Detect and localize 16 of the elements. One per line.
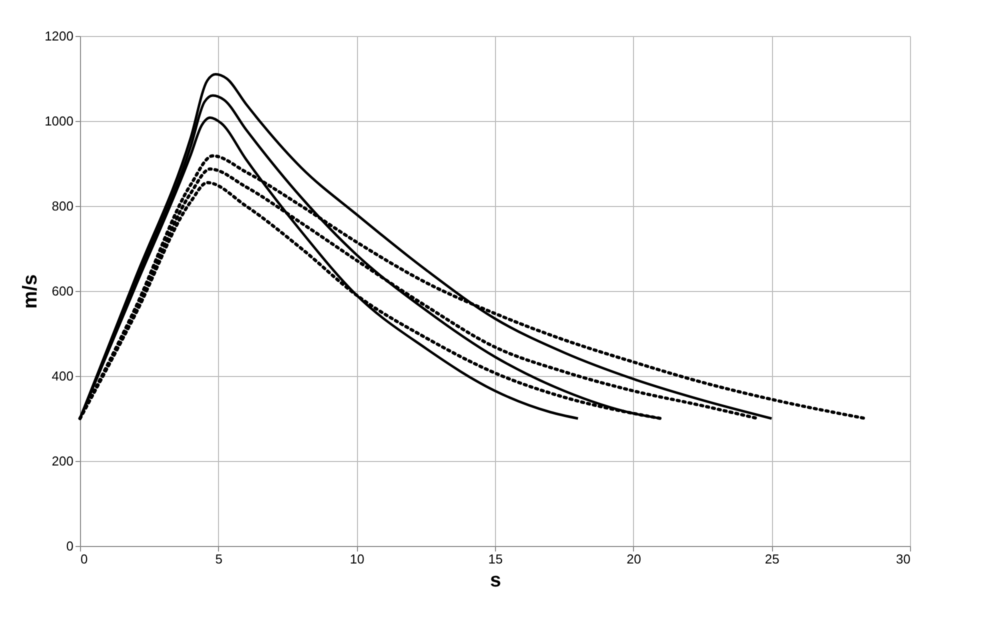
y-tick-label: 1000	[44, 114, 74, 128]
x-tick-label: 20	[626, 552, 642, 566]
y-tick-label: 600	[52, 284, 74, 298]
y-axis-title: m/s	[20, 274, 42, 309]
x-tick-label: 25	[764, 552, 780, 566]
x-tick-label: 10	[350, 552, 364, 566]
x-tick-label: 5	[215, 552, 222, 566]
y-tick-label: 0	[66, 538, 74, 554]
y-tick-label: 1200	[44, 28, 74, 44]
y-tick-label: 200	[52, 454, 74, 468]
x-tick-label: 0	[80, 552, 88, 566]
x-tick-label: 15	[488, 552, 503, 566]
y-tick-label: 800	[52, 198, 74, 214]
x-axis-title: s	[490, 570, 502, 592]
x-tick-label: 30	[896, 552, 910, 566]
y-tick-label: 400	[52, 368, 74, 384]
